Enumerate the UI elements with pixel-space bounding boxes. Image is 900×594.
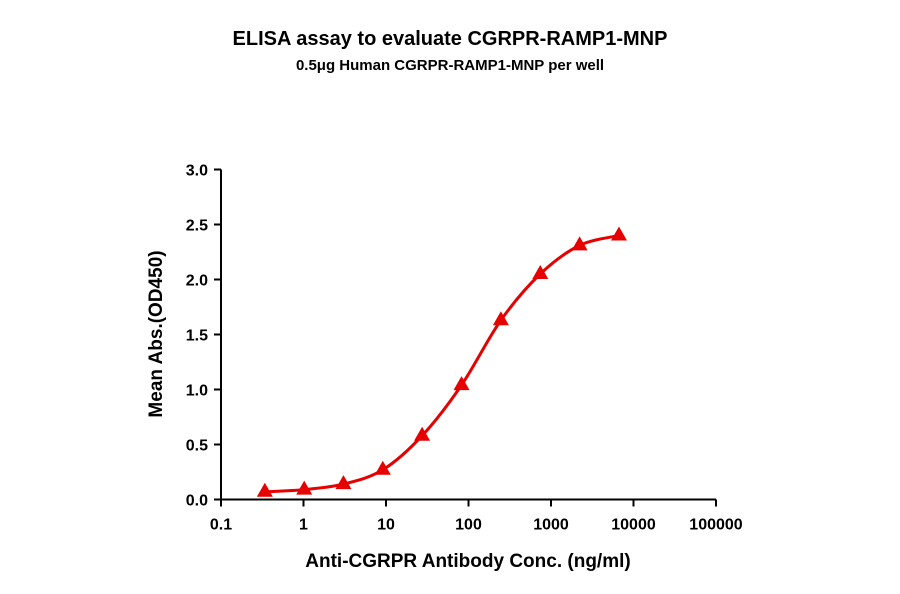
data-point-triangle bbox=[256, 482, 273, 497]
data-point-triangle bbox=[296, 480, 313, 495]
x-tick-label: 1000 bbox=[533, 517, 569, 534]
y-tick-label: 2.0 bbox=[186, 273, 208, 290]
x-tick-label: 10 bbox=[377, 517, 395, 534]
x-axis-label: Anti-CGRPR Antibody Conc. (ng/ml) bbox=[305, 551, 630, 572]
fit-curve bbox=[264, 234, 620, 494]
y-tick-label: 0.0 bbox=[186, 493, 208, 510]
x-tick-label: 10000 bbox=[611, 517, 656, 534]
data-point-triangle bbox=[414, 426, 431, 441]
y-tick-label: 1.5 bbox=[186, 328, 208, 345]
y-tick-label: 0.5 bbox=[186, 438, 208, 455]
y-tick-label: 1.0 bbox=[186, 383, 208, 400]
data-point-triangle bbox=[492, 311, 509, 326]
chart-subtitle: 0.5μg Human CGRPR-RAMP1-MNP per well bbox=[295, 57, 605, 74]
data-point-triangle bbox=[453, 376, 470, 391]
data-point-triangle bbox=[571, 236, 588, 251]
x-tick-label: 100 bbox=[455, 517, 482, 534]
x-tick-label: 0.1 bbox=[210, 517, 232, 534]
y-tick-label: 2.5 bbox=[186, 218, 208, 235]
data-point-triangle bbox=[532, 265, 549, 279]
data-point-triangle bbox=[374, 460, 391, 475]
y-tick-label: 3.0 bbox=[186, 163, 208, 180]
data-point-triangle bbox=[610, 226, 627, 241]
x-tick-label: 1 bbox=[299, 517, 308, 534]
x-tick-label: 100000 bbox=[689, 517, 742, 534]
y-axis-label: Mean Abs.(OD450) bbox=[146, 250, 167, 417]
axes: 0.1 1 10 100 1000 10000 100000 0.0 0.5 1.0 1.5 2.0 2… bbox=[186, 163, 743, 534]
data-point-triangle bbox=[335, 475, 352, 490]
data-points bbox=[256, 226, 627, 497]
chart-title: ELISA assay to evaluate CGRPR-RAMP1-MNP bbox=[232, 28, 668, 50]
